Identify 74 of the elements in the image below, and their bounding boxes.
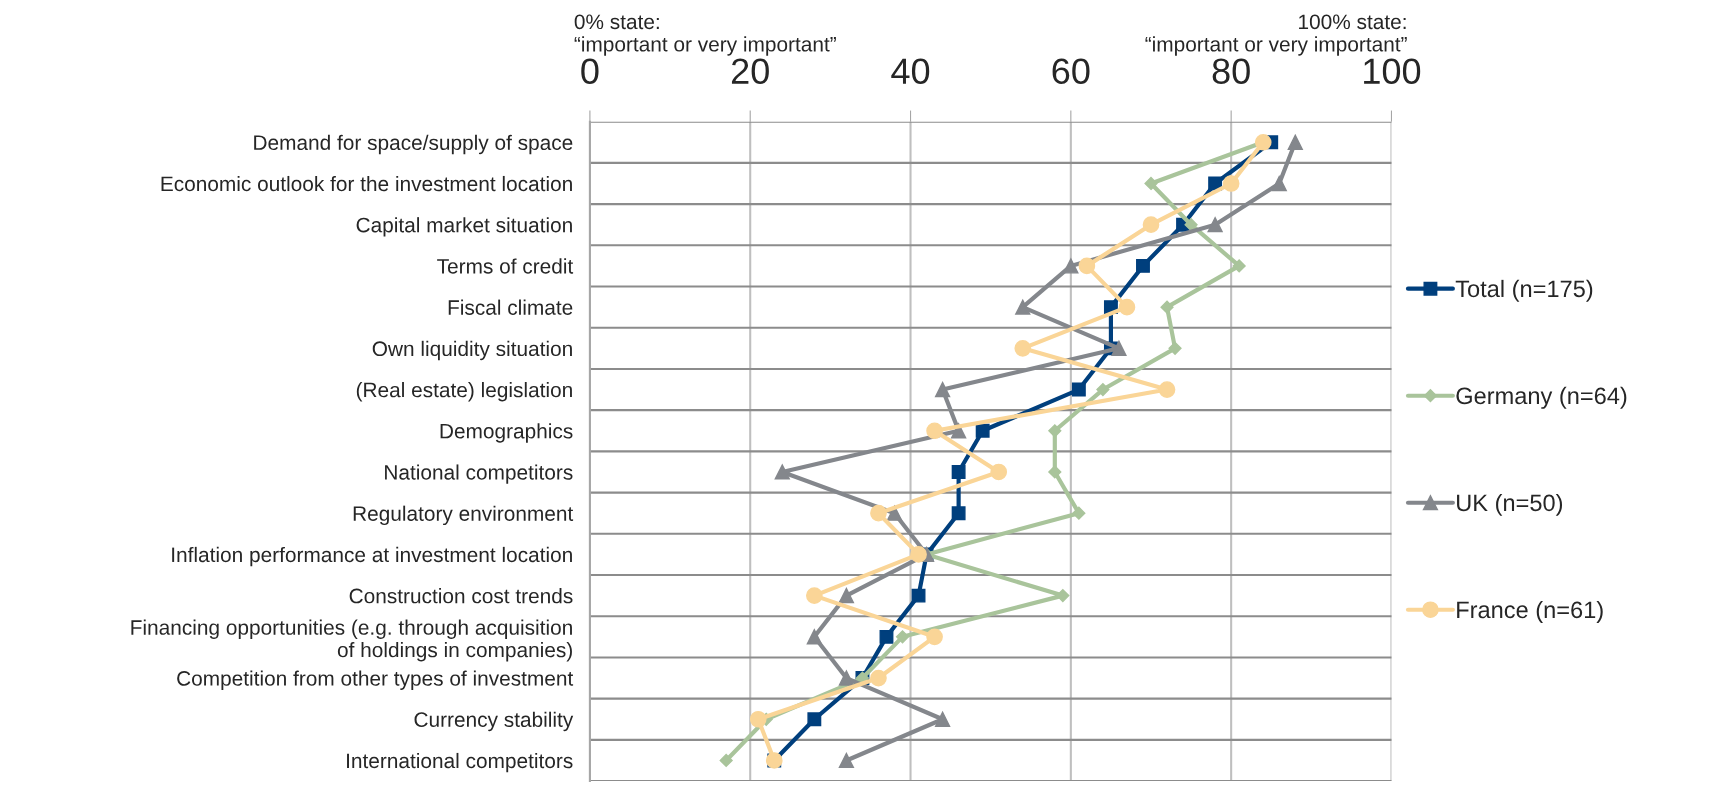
y-tick-label: Competition from other types of investment [177,670,574,690]
point [1136,258,1150,273]
point [1048,465,1062,479]
point [774,464,790,480]
y-tick-label: Construction cost trends [349,588,573,604]
point [895,630,910,644]
point [879,629,894,644]
y-tick-label: Capital market situation [356,217,572,237]
y-tick-label: Own liquidity situation [372,340,572,361]
y-tick-label: Demand for space/supply of space [254,134,573,155]
point [1071,382,1086,397]
point [838,587,855,604]
point [926,628,943,646]
point [838,752,855,769]
point [911,588,926,603]
point [1072,506,1086,520]
point [1184,218,1198,232]
point [1232,259,1246,273]
point [1287,134,1303,150]
point [806,629,822,645]
legend-label: UK (n=50) [1457,493,1563,516]
point [806,587,823,604]
point [1015,299,1031,315]
point [870,669,887,687]
point [990,463,1008,481]
y-tick-label: Inflation performance at investment location [172,546,572,567]
text: 100% state: “important or very important” [1145,14,1407,56]
x-tick-label: 40 [891,58,930,84]
point [926,422,943,440]
point [749,710,767,728]
y-tick-label: International competitors [347,752,573,773]
x-tick-label: 60 [1052,58,1090,84]
text: 0% state: “important or very important” [574,14,836,56]
point [807,712,822,727]
y-tick-label: Financing opportunities (e.g. through acquisition of holdings in companies) [131,619,572,662]
point [1118,298,1136,316]
y-tick-label: Currency stability [414,711,574,732]
point [910,546,927,563]
point [1014,340,1032,357]
point [1096,382,1110,397]
y-tick-label: Regulatory environment [353,505,574,526]
point [975,423,990,438]
x-tick-label: 100 [1364,58,1421,84]
point [1142,216,1160,234]
point [1078,257,1096,275]
point [1160,300,1174,314]
x-tick-label: 0 [581,58,599,84]
y-tick-label: Terms of credit [437,258,574,274]
y-tick-label: Demographics [440,423,573,443]
legend-label: France (n=61) [1457,600,1603,623]
point [951,506,966,521]
y-tick-label: National competitors [385,464,573,484]
point [1271,175,1287,192]
legend-label: Total (n=175) [1455,279,1593,302]
point [1048,424,1062,438]
point [934,711,951,727]
point [951,465,966,479]
point [1144,176,1158,191]
point [838,670,855,686]
point [1063,258,1079,274]
point [934,381,951,398]
y-tick-label: Economic outlook for the investment location [161,175,572,192]
x-tick-label: 20 [731,58,769,84]
point [1168,341,1182,355]
point [1111,340,1127,356]
y-tick-label: Fiscal climate [448,299,573,315]
point [1158,381,1176,398]
y-tick-label: (Real estate) legislation [356,382,572,402]
point [719,753,733,768]
point [870,504,887,522]
legend-label: Germany (n=64) [1456,386,1627,409]
x-tick-label: 80 [1212,58,1250,84]
point [1207,217,1223,233]
point [1222,175,1240,192]
